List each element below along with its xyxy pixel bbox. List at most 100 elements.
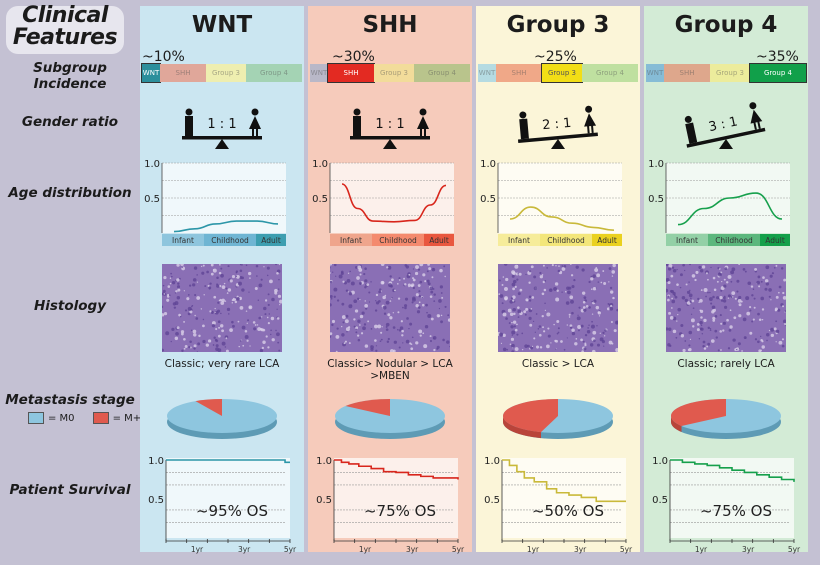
incidence-segment: WNT <box>310 64 328 82</box>
seesaw-beam <box>686 127 766 148</box>
plot-area <box>166 458 290 538</box>
age-distribution-chart: 1.0 0.5 Infant Childhood Adult <box>648 159 790 246</box>
histology-image <box>498 264 618 352</box>
survival-chart: 1.0 0.5 1yr 3yr 5yr ~75% OS <box>316 456 465 554</box>
survival-x-tick: 3yr <box>742 545 755 554</box>
gender-ratio-text: 3 : 1 <box>707 114 739 135</box>
survival-y-tick: 0.5 <box>484 495 500 506</box>
incidence-percent: ~35% <box>756 49 799 65</box>
pie-slice-mplus <box>345 399 390 416</box>
age-bin-childhood <box>372 234 424 246</box>
incidence-segment: WNT <box>478 64 496 82</box>
subgroup-title: Group 4 <box>674 12 778 38</box>
incidence-segment: Group 3 <box>541 63 583 83</box>
seesaw-beam <box>517 132 598 143</box>
mplus-swatch <box>92 412 109 424</box>
histology-caption: Classic; very rare LCA <box>164 358 280 370</box>
age-y-tick: 0.5 <box>480 194 496 205</box>
overall-survival-label: ~95% OS <box>196 502 268 520</box>
age-y-tick: 0.5 <box>312 194 328 205</box>
metastasis-pie-chart <box>503 399 613 439</box>
metastasis-pie-chart <box>167 399 277 439</box>
title-line-2: Features <box>12 25 118 50</box>
survival-y-tick: 1.0 <box>652 456 668 467</box>
female-icon <box>749 102 763 130</box>
incidence-percent: ~25% <box>534 49 577 65</box>
histology-image <box>330 264 450 352</box>
age-y-tick: 1.0 <box>648 159 664 170</box>
female-icon <box>417 108 429 136</box>
incidence-segment: SHH <box>664 64 710 82</box>
subgroup-title: Group 3 <box>506 12 610 38</box>
age-distribution-line <box>509 206 615 231</box>
fulcrum <box>383 139 397 149</box>
incidence-bar: WNT SHH Group 3 Group 4 <box>310 63 470 83</box>
title-box <box>6 6 124 54</box>
incidence-bar: WNT SHH Group 3 Group 4 <box>141 63 302 83</box>
age-distribution-line <box>173 220 279 233</box>
survival-curve <box>334 459 459 480</box>
age-bin-infant <box>498 234 540 246</box>
male-icon <box>684 115 698 144</box>
metastasis-pie-chart <box>671 399 781 439</box>
incidence-percent: ~10% <box>142 49 185 65</box>
gender-ratio-seesaw: 2 : 1 <box>517 105 598 149</box>
survival-x-tick: 5yr <box>452 545 465 554</box>
pie-edge-mplus <box>503 416 542 439</box>
survival-y-tick: 1.0 <box>148 456 164 467</box>
age-y-tick: 0.5 <box>144 194 160 205</box>
survival-curve <box>502 459 626 503</box>
survival-y-tick: 1.0 <box>316 456 332 467</box>
pie-slice-mplus <box>195 399 222 416</box>
female-icon <box>584 105 597 134</box>
incidence-segment: Group 4 <box>414 64 470 82</box>
age-distribution-line <box>677 192 783 226</box>
survival-y-tick: 1.0 <box>484 456 500 467</box>
gender-ratio-text: 1 : 1 <box>375 117 404 132</box>
survival-curve <box>166 459 290 464</box>
histology-caption: Classic> Nodular > LCA >MBEN <box>327 358 453 382</box>
metastasis-pie-chart <box>335 399 445 439</box>
age-bin-childhood <box>540 234 592 246</box>
metastasis-legend: = M0 = M+ <box>28 412 141 424</box>
survival-x-tick: 3yr <box>574 545 587 554</box>
age-bin-adult <box>256 234 286 246</box>
age-bin-infant <box>330 234 372 246</box>
subgroup-column-0: WNT ~10% WNT SHH Group 3 Group 4 1 : 1 1.0 0.5 In… <box>140 6 304 554</box>
figure-title: Clinical Features <box>6 5 124 49</box>
pie-slice-mplus <box>503 399 558 433</box>
row-label-histology: Histology <box>33 298 107 314</box>
age-bin-label: Infant <box>508 236 530 245</box>
survival-x-tick: 5yr <box>284 545 297 554</box>
plot-area <box>502 458 626 538</box>
histology-caption: Classic; rarely LCA <box>677 358 775 370</box>
age-distribution-chart: 1.0 0.5 Infant Childhood Adult <box>144 159 286 246</box>
male-icon <box>185 108 193 136</box>
row-label-age: Age distribution <box>8 185 132 201</box>
age-bin-label: Childhood <box>211 236 249 245</box>
row-label-incidence: Subgroup Incidence <box>33 60 107 92</box>
incidence-segment: Group 3 <box>374 64 414 82</box>
gender-ratio-text: 1 : 1 <box>207 117 236 132</box>
age-bin-infant <box>162 234 204 246</box>
mplus-label: = M+ <box>112 412 142 424</box>
incidence-bar: WNT SHH Group 3 Group 4 <box>478 63 638 83</box>
overall-survival-label: ~75% OS <box>364 502 436 520</box>
female-icon <box>249 108 261 136</box>
fulcrum <box>719 139 733 149</box>
fulcrum <box>215 139 229 149</box>
survival-chart: 1.0 0.5 1yr 3yr 5yr ~95% OS <box>148 456 297 554</box>
age-distribution-line <box>341 183 447 223</box>
subgroup-title: WNT <box>191 12 253 38</box>
subgroup-title: SHH <box>362 12 418 38</box>
overall-survival-label: ~50% OS <box>532 502 604 520</box>
age-bin-label: Infant <box>172 236 194 245</box>
survival-x-tick: 1yr <box>527 545 540 554</box>
incidence-segment: Group 4 <box>582 64 638 82</box>
age-bin-adult <box>592 234 622 246</box>
survival-y-tick: 0.5 <box>316 495 332 506</box>
age-bin-label: Adult <box>597 236 617 245</box>
